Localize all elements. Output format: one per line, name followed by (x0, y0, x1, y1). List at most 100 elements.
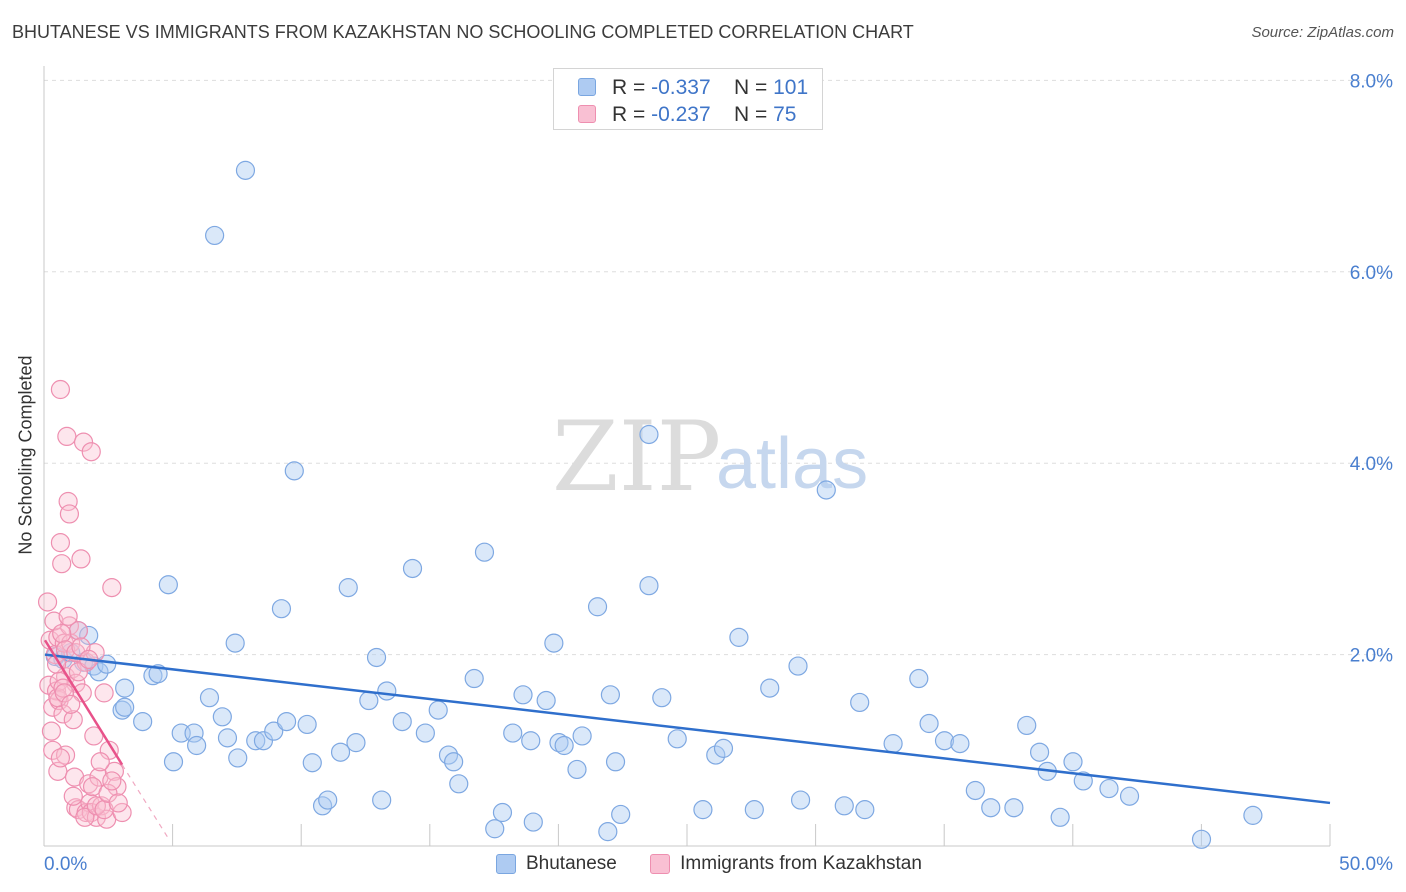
point-bhutanese (372, 790, 392, 810)
point-bhutanese (89, 662, 109, 682)
point-kazakhstan (59, 504, 80, 524)
point-bhutanese (544, 633, 564, 653)
point-bhutanese (246, 731, 266, 751)
point-bhutanese (97, 654, 117, 674)
point-bhutanese (428, 700, 448, 720)
point-bhutanese (464, 668, 484, 689)
point-kazakhstan (71, 549, 91, 569)
point-bhutanese (330, 742, 351, 762)
point-kazakhstan (68, 662, 89, 682)
point-bhutanese (554, 735, 574, 756)
point-kazakhstan (58, 606, 78, 626)
point-bhutanese (667, 729, 687, 749)
point-bhutanese (834, 796, 854, 816)
point-bhutanese (115, 697, 135, 717)
point-bhutanese (253, 731, 274, 751)
point-kazakhstan (75, 807, 95, 827)
watermark: ZIP atlas (552, 401, 868, 513)
point-bhutanese (112, 700, 132, 720)
point-bhutanese (639, 424, 659, 445)
point-bhutanese (652, 688, 672, 708)
point-kazakhstan (63, 786, 83, 806)
point-bhutanese (934, 731, 955, 751)
point-kazakhstan (61, 694, 81, 714)
point-bhutanese (1099, 778, 1119, 799)
point-bhutanese (909, 668, 929, 689)
point-bhutanese (302, 753, 322, 773)
point-bhutanese (264, 721, 284, 741)
point-bhutanese (318, 790, 338, 810)
point-bhutanese (235, 160, 256, 180)
point-kazakhstan (54, 683, 74, 703)
point-bhutanese (788, 656, 808, 676)
point-kazakhstan (102, 771, 122, 791)
point-bhutanese (366, 647, 387, 668)
point-bhutanese (549, 733, 569, 753)
point-kazakhstan (55, 745, 76, 765)
point-bhutanese (760, 678, 780, 698)
point-kazakhstan (81, 442, 101, 462)
series-legend: Bhutanese Immigrants from Kazakhstan (496, 850, 950, 878)
point-bhutanese (474, 542, 495, 562)
tick-labels: 2.0% 4.0% 6.0% 8.0% 0.0% 50.0% (44, 71, 1393, 875)
x-tick-label: 0.0% (44, 854, 87, 875)
point-bhutanese (693, 800, 713, 820)
point-kazakhstan (102, 578, 122, 598)
point-bhutanese (485, 819, 505, 839)
y-tick-label: 6.0% (1350, 263, 1393, 284)
point-bhutanese (600, 685, 621, 705)
point-kazakhstan (50, 379, 71, 400)
point-bhutanese (284, 461, 304, 481)
point-bhutanese (217, 728, 238, 748)
point-bhutanese (536, 690, 556, 711)
point-bhutanese (790, 790, 811, 810)
point-bhutanese (744, 800, 764, 820)
chart-source: Source: ZipAtlas.com (1251, 24, 1394, 41)
point-bhutanese (444, 752, 464, 772)
point-bhutanese (1050, 807, 1070, 827)
point-bhutanese (883, 734, 903, 754)
kazakhstan-stats: R = -0.237 N = 75 (612, 103, 797, 126)
point-kazakhstan (57, 426, 77, 447)
point-bhutanese (346, 733, 366, 753)
point-bhutanese (449, 774, 469, 794)
point-bhutanese (587, 597, 608, 617)
point-kazakhstan (68, 621, 89, 641)
point-bhutanese (163, 752, 184, 772)
point-kazakhstan (63, 710, 83, 730)
point-bhutanese (1004, 798, 1024, 818)
point-bhutanese (713, 738, 734, 758)
point-bhutanese (598, 822, 618, 842)
legend-label-bhutanese: Bhutanese (526, 853, 617, 874)
legend-item-kazakhstan[interactable]: Immigrants from Kazakhstan (650, 850, 922, 878)
point-bhutanese (402, 558, 423, 579)
point-kazakhstan (50, 533, 71, 553)
point-bhutanese (816, 480, 836, 500)
point-kazakhstan (52, 554, 72, 574)
legend-swatch-bhutanese (496, 854, 516, 874)
point-bhutanese (205, 225, 225, 246)
point-bhutanese (276, 711, 297, 732)
point-bhutanese (1119, 786, 1140, 806)
point-bhutanese (199, 688, 220, 708)
point-bhutanese (359, 690, 379, 711)
y-tick-label: 8.0% (1350, 71, 1393, 92)
watermark-atlas: atlas (716, 424, 868, 504)
point-bhutanese (271, 599, 292, 619)
kazakhstan-swatch (578, 105, 596, 123)
legend-item-bhutanese[interactable]: Bhutanese (496, 850, 617, 878)
trend-line-kazakhstan-extension (121, 764, 169, 839)
point-bhutanese (850, 692, 870, 713)
point-bhutanese (567, 759, 587, 780)
gridlines (44, 79, 1392, 656)
point-bhutanese (415, 723, 435, 743)
point-bhutanese (158, 575, 178, 595)
point-bhutanese (133, 711, 153, 732)
point-kazakhstan (73, 432, 94, 452)
point-bhutanese (950, 734, 970, 754)
point-kazakhstan (90, 752, 110, 772)
point-bhutanese (706, 745, 726, 765)
point-bhutanese (981, 798, 1001, 818)
point-bhutanese (503, 723, 523, 743)
point-bhutanese (1029, 742, 1050, 762)
